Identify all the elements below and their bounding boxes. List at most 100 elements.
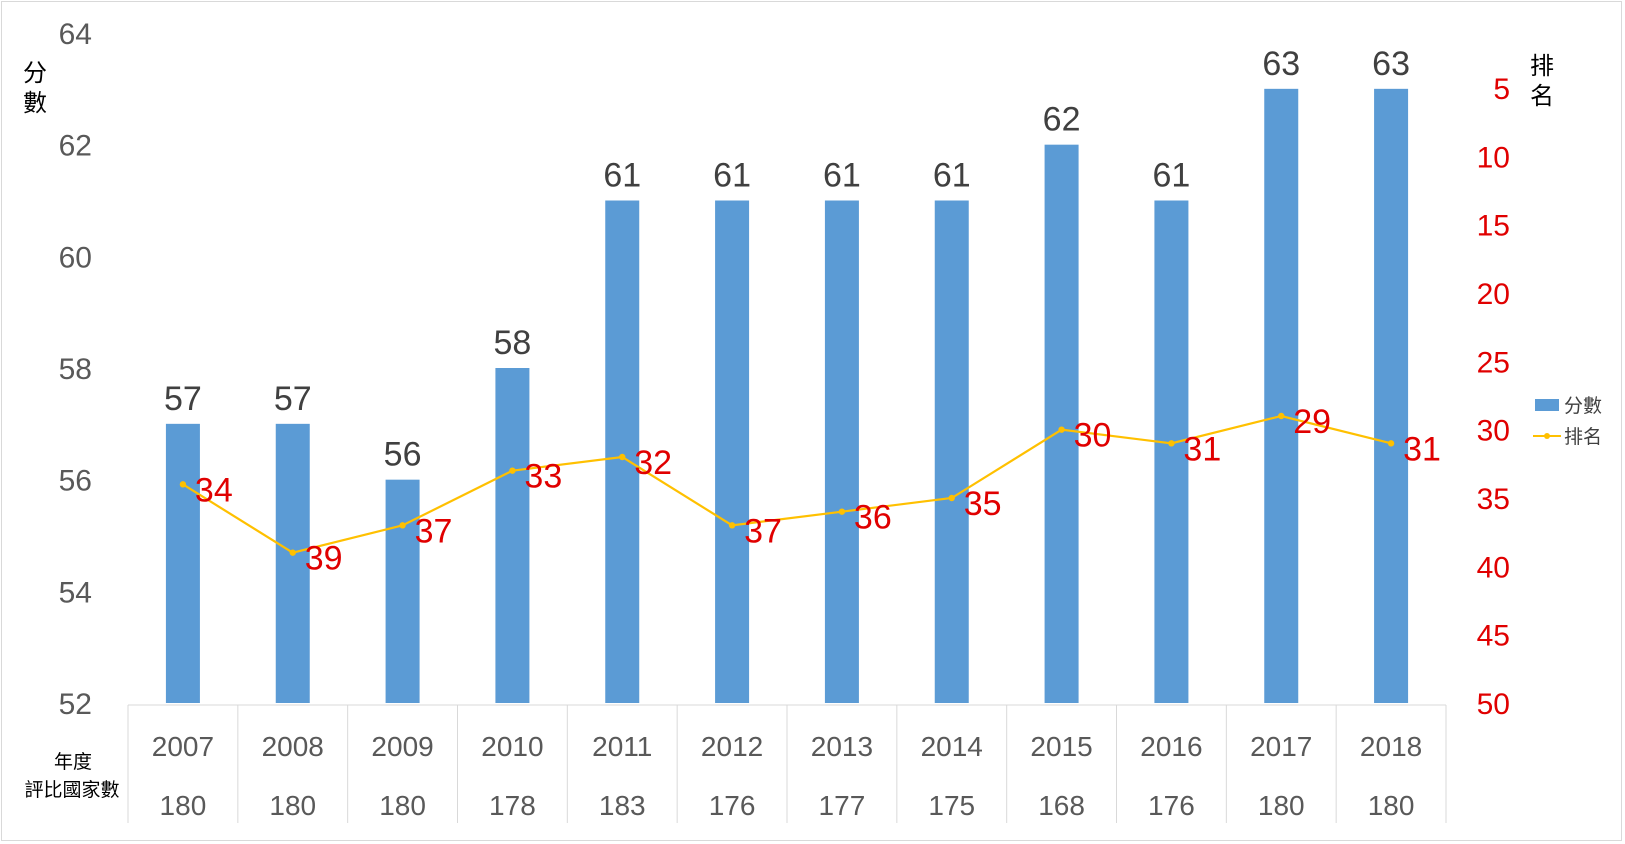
left-axis-tick-label: 52 <box>59 688 92 721</box>
right-axis-tick-label: 15 <box>1477 210 1510 243</box>
category-label-year: 2015 <box>1030 731 1092 762</box>
category-label-countries: 180 <box>1368 790 1415 821</box>
score-data-label: 63 <box>1262 45 1300 83</box>
row-header-year: 年度 <box>54 751 92 773</box>
score-bar <box>275 423 310 703</box>
rank-data-label: 35 <box>964 485 1002 523</box>
data-labels: 57 2007 180 57 2008 180 56 2009 180 58 2010 178 61 20… <box>152 45 1441 821</box>
left-axis-title-char-2: 數 <box>23 89 47 117</box>
score-bar <box>934 200 969 703</box>
left-axis-tick-label: 56 <box>59 465 92 498</box>
rank-point <box>728 522 736 529</box>
rank-data-label: 31 <box>1183 430 1221 468</box>
rank-point <box>509 467 516 474</box>
score-bars <box>165 88 1409 704</box>
rank-data-label: 37 <box>744 512 782 550</box>
category-label-year: 2012 <box>701 731 763 762</box>
score-data-label: 61 <box>933 157 971 195</box>
right-axis-tick-label: 30 <box>1477 415 1510 448</box>
category-label-year: 2007 <box>152 731 214 762</box>
score-bar <box>605 200 640 703</box>
right-axis-tick-label: 45 <box>1477 620 1510 653</box>
score-data-label: 58 <box>494 324 532 362</box>
rank-data-label: 37 <box>415 512 453 550</box>
score-bar <box>1154 200 1189 703</box>
right-axis-tick-label: 50 <box>1477 688 1510 721</box>
rank-data-label: 39 <box>305 540 343 578</box>
score-bar <box>1264 88 1299 704</box>
axes: 52 54 56 58 60 62 64 5 10 15 20 25 30 35 40 45 50 <box>59 18 1510 721</box>
left-axis-tick-label: 58 <box>59 353 92 386</box>
category-label-year: 2017 <box>1250 731 1312 762</box>
score-data-label: 61 <box>1153 157 1191 195</box>
category-label-year: 2013 <box>811 731 873 762</box>
score-data-label: 63 <box>1372 45 1410 83</box>
left-axis-tick-label: 62 <box>59 130 92 163</box>
category-label-year: 2010 <box>481 731 543 762</box>
category-label-year: 2011 <box>592 731 652 762</box>
category-label-year: 2008 <box>262 731 324 762</box>
score-data-label: 61 <box>603 157 641 195</box>
rank-point <box>1278 412 1285 420</box>
rank-data-label: 33 <box>524 458 562 496</box>
rank-point <box>289 549 296 556</box>
score-data-label: 62 <box>1043 101 1081 139</box>
category-label-year: 2009 <box>371 731 433 762</box>
score-data-label: 56 <box>384 436 422 474</box>
right-axis-tick-label: 10 <box>1477 141 1510 174</box>
right-axis-title-char-1: 排 <box>1530 52 1554 80</box>
legend-score-swatch <box>1535 399 1559 411</box>
category-label-countries: 180 <box>269 790 316 821</box>
rank-point <box>1168 440 1175 447</box>
rank-data-label: 29 <box>1293 403 1331 441</box>
category-table-grid <box>127 704 1447 823</box>
rank-line <box>179 412 1395 556</box>
category-label-year: 2014 <box>921 731 983 762</box>
rank-series-line <box>182 414 1392 554</box>
rank-point <box>1058 426 1065 433</box>
category-label-year: 2018 <box>1360 731 1422 762</box>
legend-rank-label: 排名 <box>1564 426 1602 448</box>
rank-data-label: 32 <box>634 444 672 482</box>
score-bar <box>1044 144 1079 703</box>
legend-score-label: 分數 <box>1564 395 1602 417</box>
score-data-label: 61 <box>713 157 751 195</box>
score-bar <box>165 423 200 703</box>
right-axis-tick-label: 5 <box>1493 73 1510 106</box>
legend: 分數 排名 <box>1533 395 1602 448</box>
right-axis-title-char-2: 名 <box>1530 82 1554 110</box>
category-label-countries: 176 <box>709 790 756 821</box>
score-bar <box>495 368 530 703</box>
score-bar <box>1374 88 1409 704</box>
rank-point <box>619 453 626 461</box>
rank-point <box>838 508 846 515</box>
score-data-label: 61 <box>823 157 861 195</box>
category-label-countries: 176 <box>1148 790 1195 821</box>
rank-point <box>399 522 406 529</box>
category-label-year: 2016 <box>1140 731 1202 762</box>
right-axis-tick-label: 20 <box>1477 278 1510 311</box>
category-label-countries: 168 <box>1038 790 1085 821</box>
category-label-countries: 180 <box>160 790 207 821</box>
category-label-countries: 175 <box>928 790 975 821</box>
right-axis-tick-label: 25 <box>1477 346 1510 379</box>
category-label-countries: 180 <box>379 790 426 821</box>
left-axis-tick-label: 54 <box>59 576 92 609</box>
rank-data-label: 34 <box>195 471 233 509</box>
score-bar <box>385 479 420 703</box>
score-data-label: 57 <box>274 380 312 418</box>
rank-data-label: 30 <box>1074 417 1112 455</box>
category-label-countries: 183 <box>599 790 646 821</box>
rank-data-label: 31 <box>1403 430 1441 468</box>
rank-point <box>948 494 955 502</box>
score-bar <box>715 200 750 703</box>
row-header-countries: 評比國家數 <box>24 779 119 801</box>
rank-point <box>1387 440 1395 447</box>
category-label-countries: 177 <box>819 790 866 821</box>
left-axis-title-char-1: 分 <box>23 59 47 87</box>
rank-point <box>179 481 187 488</box>
category-label-countries: 178 <box>489 790 536 821</box>
category-label-countries: 180 <box>1258 790 1305 821</box>
